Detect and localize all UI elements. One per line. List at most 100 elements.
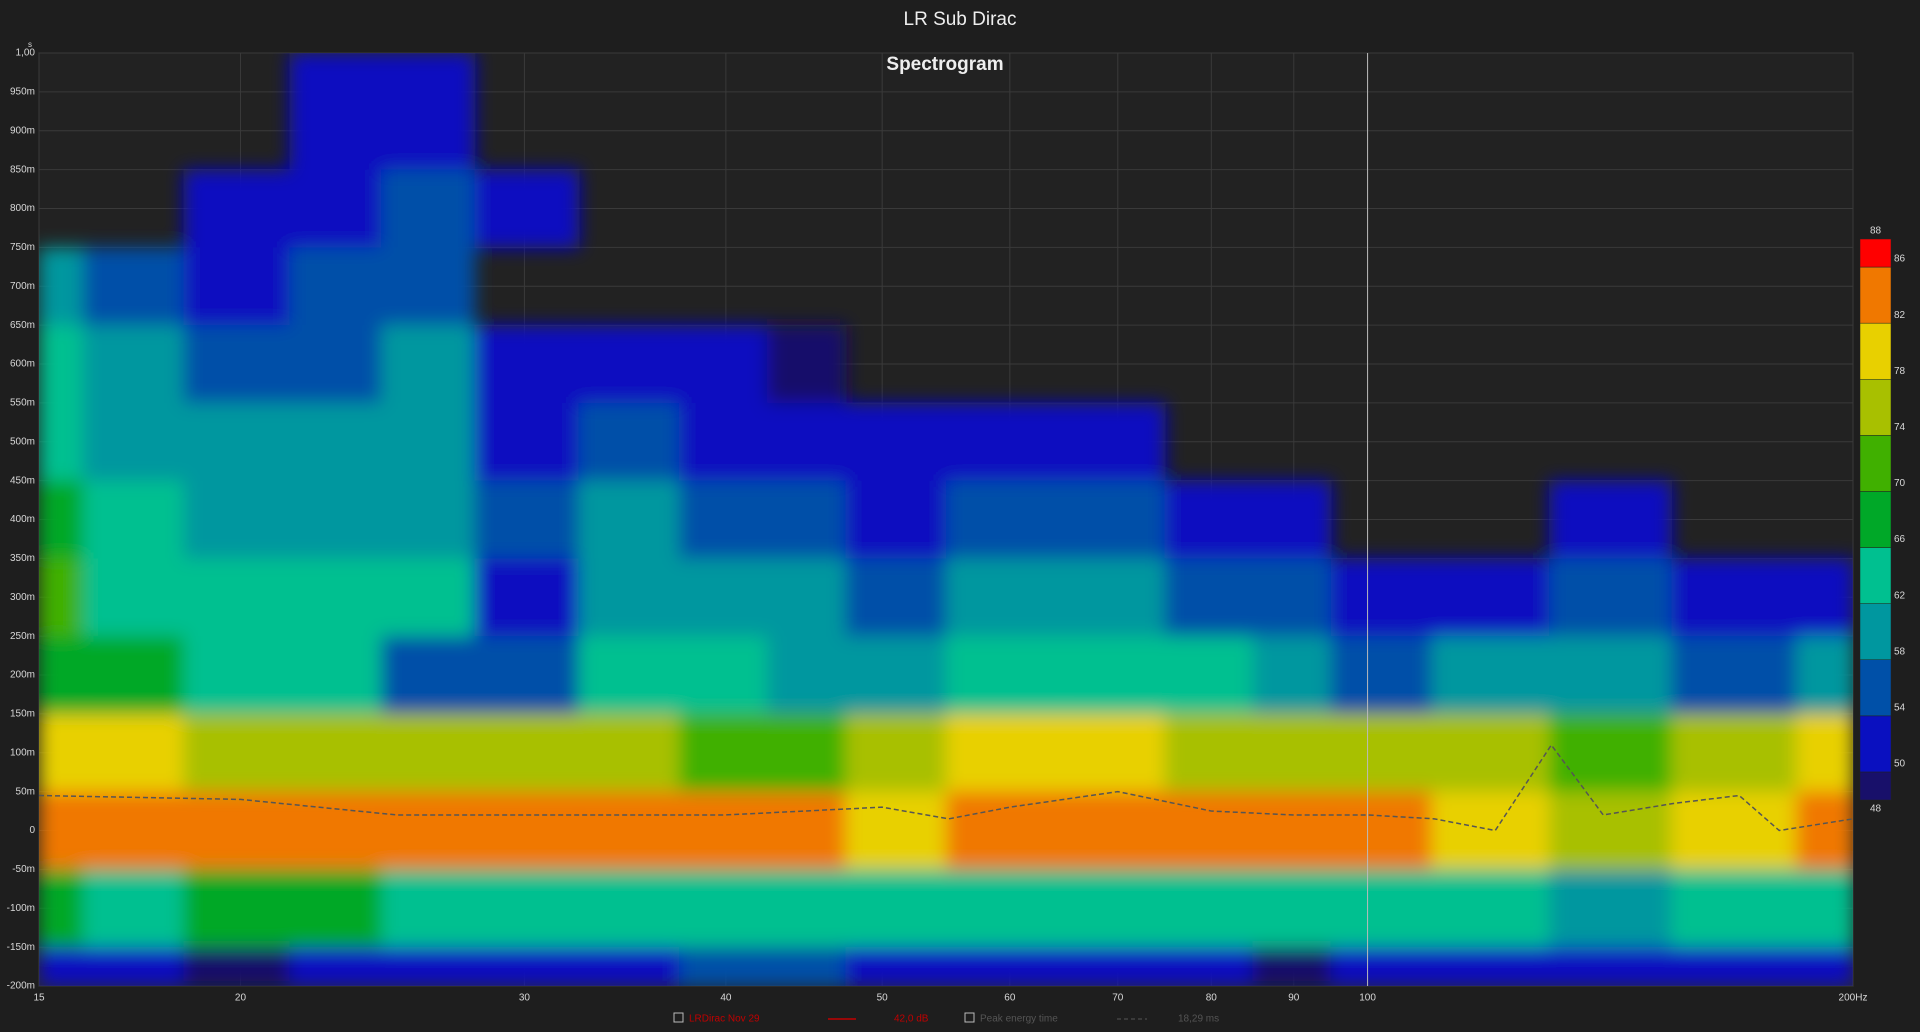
heat-cell — [39, 791, 84, 871]
chart-subtitle: Spectrogram — [886, 54, 1003, 75]
y-tick-label: 100m — [10, 747, 35, 758]
heat-cell — [381, 169, 476, 249]
heat-cell — [679, 869, 769, 949]
heat-cell — [39, 325, 84, 404]
colorbar-label: 88 — [1870, 226, 1882, 237]
heat-cell — [474, 791, 580, 871]
heat-cell — [1330, 947, 1433, 986]
y-tick-label: 750m — [10, 242, 35, 253]
heat-cell — [39, 869, 84, 949]
heat-cell — [289, 53, 383, 171]
y-tick-label: 300m — [10, 592, 35, 603]
heat-cell — [39, 713, 84, 793]
y-tick-label: 200m — [10, 670, 35, 681]
y-tick-label: -200m — [7, 981, 35, 992]
heat-cell — [82, 402, 185, 482]
colorbar-label: 58 — [1894, 646, 1906, 657]
heat-cell — [767, 791, 847, 871]
colorbar-label: 74 — [1894, 422, 1906, 433]
y-tick-label: 800m — [10, 203, 35, 214]
heat-cell — [1549, 869, 1673, 949]
x-tick-label: 40 — [720, 993, 732, 1004]
heat-cell — [946, 791, 1065, 871]
heat-cell — [767, 636, 847, 715]
heat-cell — [767, 558, 847, 638]
heat-cell — [1796, 713, 1853, 793]
colorbar-segment — [1859, 771, 1892, 801]
x-tick-label: 50 — [877, 993, 889, 1004]
x-tick-label: 80 — [1206, 993, 1218, 1004]
heat-cell — [1063, 636, 1166, 715]
heat-cell — [381, 713, 476, 793]
colorbar-label: 50 — [1894, 759, 1906, 770]
heat-cell — [845, 480, 947, 560]
heat-cell — [1252, 636, 1332, 715]
chart-title: LR Sub Dirac — [904, 9, 1017, 30]
heat-cell — [679, 325, 769, 404]
heat-cell — [1549, 947, 1673, 986]
checkbox[interactable] — [964, 1012, 975, 1023]
x-tick-label: 60 — [1004, 993, 1016, 1004]
heat-cell — [82, 713, 185, 793]
x-tick-label: 200Hz — [1839, 993, 1868, 1004]
heat-cell — [39, 480, 84, 560]
heat-cell — [1671, 713, 1798, 793]
heat-cell — [946, 947, 1065, 986]
colorbar-label: 54 — [1894, 702, 1906, 713]
heat-cell — [474, 480, 580, 560]
y-tick-label: 450m — [10, 475, 35, 486]
heat-cell — [1431, 636, 1551, 715]
heat-cell — [767, 869, 847, 949]
heat-cell — [183, 791, 291, 871]
heat-cell — [1252, 558, 1332, 638]
heat-cell — [946, 869, 1065, 949]
y-tick-label: 850m — [10, 164, 35, 175]
heat-cell — [946, 636, 1065, 715]
heat-cell — [183, 402, 291, 482]
heat-cell — [679, 558, 769, 638]
colorbar-label: 86 — [1894, 254, 1906, 265]
colorbar-segment — [1859, 491, 1892, 548]
colorbar-label: 66 — [1894, 534, 1906, 545]
y-tick-label: -50m — [12, 864, 35, 875]
heat-cell — [289, 325, 383, 404]
heat-cell — [1796, 869, 1853, 949]
heat-cell — [474, 713, 580, 793]
heat-cell — [289, 947, 383, 986]
heat-cell — [1431, 558, 1551, 638]
heat-cell — [1164, 558, 1254, 638]
legend: LRDirac Nov 29 42,0 dB Peak energy time … — [673, 1012, 1219, 1025]
heat-cell — [1796, 636, 1853, 715]
colorbar-label: 82 — [1894, 310, 1906, 321]
heat-cell — [1549, 558, 1673, 638]
heat-cell — [381, 558, 476, 638]
heat-cell — [289, 791, 383, 871]
heat-cell — [578, 402, 681, 482]
heat-cell — [946, 402, 1065, 482]
heat-cell — [1671, 558, 1798, 638]
heat-cell — [1796, 558, 1853, 638]
y-tick-label: 250m — [10, 631, 35, 642]
heat-cell — [845, 402, 947, 482]
checkbox[interactable] — [673, 1012, 684, 1023]
y-tick-label: 350m — [10, 553, 35, 564]
heat-cell — [679, 791, 769, 871]
heat-cell — [1164, 947, 1254, 986]
heat-cell — [845, 558, 947, 638]
heat-cell — [1330, 791, 1433, 871]
heat-cell — [946, 558, 1065, 638]
heat-cell — [1063, 869, 1166, 949]
heat-cell — [183, 325, 291, 404]
heat-cell — [183, 558, 291, 638]
heat-cell — [578, 947, 681, 986]
colorbar-label: 70 — [1894, 478, 1906, 489]
y-tick-label: 50m — [16, 786, 35, 797]
heat-cell — [946, 713, 1065, 793]
heat-cell — [183, 713, 291, 793]
heat-cell — [845, 947, 947, 986]
heat-cell — [679, 947, 769, 986]
heat-cell — [1164, 636, 1254, 715]
heat-cell — [474, 325, 580, 404]
heat-cell — [289, 480, 383, 560]
